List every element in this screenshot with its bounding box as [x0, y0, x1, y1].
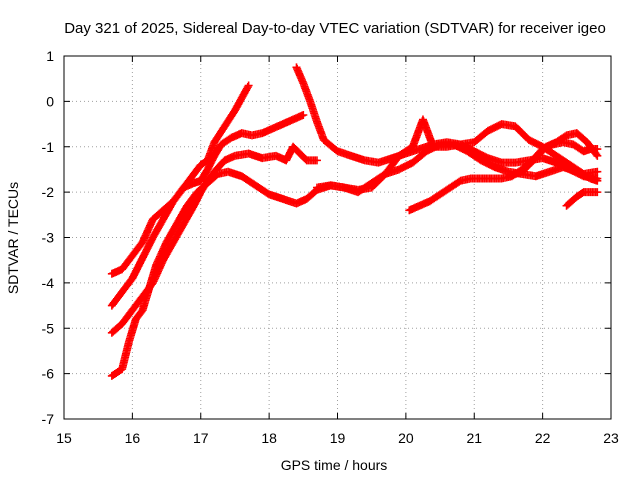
data-series — [107, 63, 602, 380]
x-tick-label: 15 — [56, 430, 72, 446]
x-tick-label: 17 — [193, 430, 209, 446]
y-tick-label: -3 — [42, 230, 55, 246]
series-track-8 — [504, 129, 602, 181]
series-track-9 — [562, 188, 602, 210]
y-axis-label: SDTVAR / TECUs — [5, 182, 21, 294]
data-point — [299, 110, 308, 119]
data-point — [243, 83, 252, 92]
x-axis-ticks: 15 16 17 18 19 20 21 22 23 — [56, 56, 619, 446]
y-tick-label: 1 — [46, 48, 54, 64]
data-point — [592, 150, 601, 159]
x-tick-label: 21 — [466, 430, 482, 446]
data-point — [593, 151, 602, 160]
x-axis-label: GPS time / hours — [281, 457, 388, 473]
x-tick-label: 16 — [125, 430, 141, 446]
y-tick-label: -7 — [42, 411, 55, 427]
data-point — [312, 156, 321, 165]
x-tick-label: 20 — [398, 430, 414, 446]
x-tick-label: 18 — [261, 430, 277, 446]
grid-lines — [64, 56, 611, 419]
series-track-2 — [107, 110, 308, 310]
data-point — [244, 81, 253, 90]
data-point — [593, 188, 602, 197]
series-track-3 — [107, 142, 321, 337]
y-tick-label: -6 — [42, 366, 55, 382]
y-tick-label: -4 — [42, 275, 55, 291]
y-tick-label: -1 — [42, 139, 55, 155]
x-tick-label: 19 — [330, 430, 346, 446]
y-tick-label: -2 — [42, 184, 55, 200]
chart-title: Day 321 of 2025, Sidereal Day-to-day VTE… — [64, 20, 606, 37]
x-tick-label: 23 — [603, 430, 619, 446]
y-tick-label: 0 — [46, 93, 54, 109]
y-tick-label: -5 — [42, 320, 55, 336]
data-point — [593, 174, 602, 183]
data-point — [593, 167, 602, 176]
x-tick-label: 22 — [535, 430, 551, 446]
y-axis-ticks: 1 0 -1 -2 -3 -4 -5 -6 -7 — [42, 48, 611, 427]
